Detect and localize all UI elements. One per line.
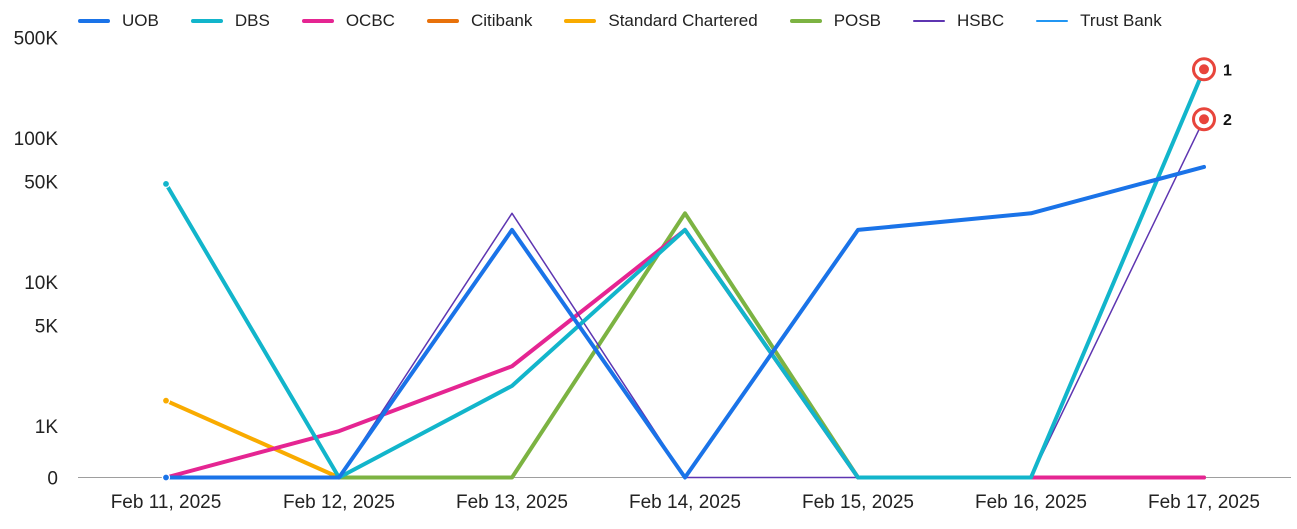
legend-item-uob[interactable]: UOB [78,11,159,31]
annotation-dot [1199,114,1209,125]
series-standard-chartered [161,396,341,480]
legend-item-dbs[interactable]: DBS [190,11,270,31]
legend-item-trust-bank[interactable]: Trust Bank [1036,11,1162,31]
annotation-marker[interactable]: 2 [1192,107,1233,132]
series-uob [161,164,1206,482]
data-point-standard-chartered[interactable] [161,396,171,405]
annotation-label: 2 [1223,112,1232,129]
y-tick-label: 500K [14,28,59,49]
x-tick-label: Feb 16, 2025 [975,492,1087,513]
annotation-label: 1 [1223,62,1232,79]
series-line-standard-chartered[interactable] [164,398,341,480]
series-hsbc [161,118,1205,482]
legend-label: HSBC [956,11,1005,30]
series-line-hsbc[interactable] [165,118,1205,479]
x-tick-label: Feb 17, 2025 [1148,492,1260,513]
legend-label: POSB [833,11,881,30]
legend-swatch [789,19,822,23]
legend-label: Standard Chartered [608,11,758,30]
y-tick-label: 50K [24,172,58,193]
legend-item-ocbc[interactable]: OCBC [301,11,395,31]
y-tick-label: 0 [47,469,58,490]
annotation-dot [1199,64,1209,75]
annotation-layer: 12 [1192,57,1233,132]
legend-swatch [426,19,459,23]
annotation-marker[interactable]: 1 [1192,57,1233,82]
legend-swatch [78,19,110,23]
series-line-dbs[interactable] [164,67,1206,480]
series-layer [161,67,1206,482]
series-dbs [161,67,1206,480]
legend-label: OCBC [345,11,395,30]
legend-item-standard-chartered[interactable]: Standard Chartered [564,11,758,31]
x-tick-label: Feb 13, 2025 [456,492,568,513]
legend-label: UOB [122,11,159,30]
data-point-dbs[interactable] [161,179,171,189]
y-tick-label: 100K [14,129,59,150]
legend-swatch [564,19,597,23]
y-tick-label: 5K [35,316,59,337]
x-tick-label: Feb 15, 2025 [802,492,914,513]
legend-swatch [301,19,334,23]
legend-swatch [912,20,945,22]
legend-label: Trust Bank [1080,11,1162,30]
x-tick-label: Feb 14, 2025 [629,492,741,513]
series-line-uob[interactable] [164,164,1206,480]
x-tick-label: Feb 12, 2025 [283,492,395,513]
x-axis: Feb 11, 2025 Feb 12, 2025 Feb 13, 2025 Feb … [78,477,1291,513]
y-axis: 0 1K 5K 10K 50K 100K 500K [14,28,59,489]
y-tick-label: 10K [24,273,58,294]
legend-label: DBS [234,11,270,30]
chart-legend: UOB DBS OCBC Citibank Standard Chartered POSB… [78,9,1194,33]
legend-item-posb[interactable]: POSB [789,11,881,31]
x-tick-label: Feb 11, 2025 [111,492,222,513]
legend-label: Citibank [470,11,533,30]
data-point-uob[interactable] [161,473,171,482]
legend-swatch [190,19,223,23]
legend-item-hsbc[interactable]: HSBC [912,11,1005,31]
y-tick-label: 1K [35,417,59,438]
legend-swatch [1036,20,1069,22]
legend-item-citibank[interactable]: Citibank [426,11,533,31]
